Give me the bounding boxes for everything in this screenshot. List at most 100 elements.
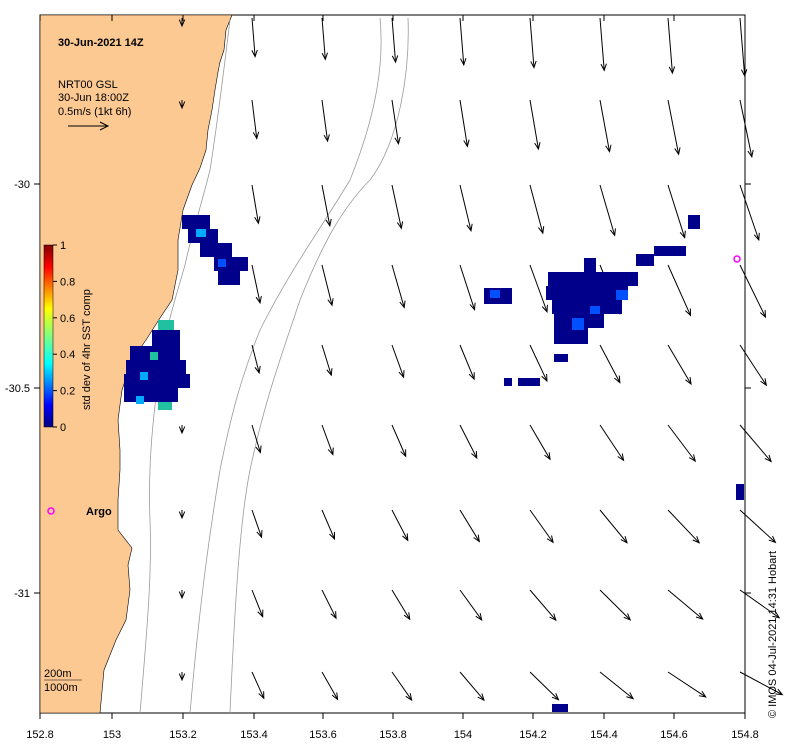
- current-arrow: [391, 99, 401, 146]
- current-arrow: [599, 509, 628, 544]
- current-arrow: [391, 424, 407, 458]
- current-arrow: [459, 184, 473, 232]
- argo-marker: [733, 255, 741, 263]
- current-arrow: [178, 425, 186, 435]
- x-tick-label: 154.2: [519, 729, 547, 741]
- x-axis: 152.8 153 153.2 153.4 153.6 153.8 154 154.2 154.…: [26, 15, 759, 741]
- current-arrow: [178, 590, 186, 600]
- current-arrow: [391, 509, 409, 542]
- x-tick-label: 153.2: [169, 729, 197, 741]
- current-arrow: [178, 510, 186, 520]
- current-arrow: [459, 589, 483, 622]
- sst-pixel: [140, 372, 148, 380]
- y-axis: -30 -30.5 -31: [5, 179, 751, 600]
- sst-pixel: [124, 374, 190, 388]
- map-title: 30-Jun-2021 14Z: [58, 37, 144, 49]
- current-arrow: [739, 184, 760, 242]
- current-arrow: [667, 671, 707, 698]
- current-arrow: [459, 17, 467, 67]
- x-tick-label: 154.4: [590, 729, 618, 741]
- current-arrow: [391, 264, 406, 309]
- current-arrow: [599, 589, 632, 621]
- current-arrow: [599, 17, 607, 72]
- x-tick-label: 154.6: [660, 729, 688, 741]
- colorbar-tick-label: 0.8: [60, 276, 75, 288]
- current-arrow: [459, 99, 470, 148]
- colorbar-tick-label: 0: [60, 422, 66, 434]
- x-tick-label: 153: [103, 729, 121, 741]
- legend-line3: 0.5m/s (1kt 6h): [58, 106, 131, 118]
- sst-pixel: [158, 320, 174, 330]
- sst-pixel: [736, 484, 744, 500]
- sst-pixel: [136, 396, 144, 404]
- current-arrow: [251, 589, 264, 618]
- sst-pixel: [552, 704, 568, 712]
- current-arrow: [321, 264, 334, 307]
- legend-scale-arrow: [68, 121, 110, 131]
- current-arrow: [529, 344, 548, 383]
- current-arrow: [667, 99, 681, 156]
- current-vectors: [178, 17, 784, 702]
- current-arrow: [739, 671, 784, 696]
- current-arrow: [459, 344, 475, 381]
- sst-pixel: [572, 318, 584, 330]
- sst-pixel: [182, 215, 210, 229]
- current-arrow: [251, 344, 261, 375]
- current-arrow: [529, 509, 554, 544]
- current-arrow: [667, 344, 692, 386]
- sst-pixel: [150, 352, 158, 360]
- current-arrow: [391, 671, 413, 702]
- current-arrow: [599, 344, 621, 384]
- colorbar-label: std dev of 4hr SST comp: [81, 289, 93, 410]
- sst-pixel: [616, 290, 628, 300]
- current-arrow: [459, 264, 476, 311]
- current-arrow: [251, 264, 262, 305]
- sst-pixel: [654, 246, 686, 256]
- current-arrow: [321, 509, 336, 541]
- current-arrow: [529, 17, 537, 69]
- current-arrow: [739, 344, 768, 387]
- contour-label-1000m: 1000m: [44, 682, 78, 694]
- current-arrow: [391, 344, 405, 379]
- sst-pixel: [590, 306, 600, 314]
- current-arrow: [529, 99, 541, 151]
- current-arrow: [321, 589, 337, 620]
- sst-pixel: [554, 328, 588, 344]
- x-tick-label: 154.8: [731, 729, 759, 741]
- x-tick-label: 153.8: [379, 729, 407, 741]
- current-arrow: [599, 424, 625, 462]
- current-arrow: [251, 99, 260, 140]
- current-arrow: [739, 99, 754, 159]
- argo-float-markers: [47, 255, 741, 515]
- current-arrow: [529, 184, 545, 235]
- current-arrow: [739, 264, 767, 319]
- current-arrow: [667, 264, 692, 317]
- current-arrow: [251, 184, 261, 225]
- current-arrow: [529, 264, 548, 313]
- current-arrow: [251, 671, 265, 700]
- current-arrow: [178, 18, 186, 28]
- current-arrow: [667, 184, 686, 239]
- current-arrow: [529, 589, 557, 622]
- current-arrow: [251, 424, 262, 454]
- current-arrow: [321, 184, 332, 228]
- colorbar: [43, 244, 54, 428]
- current-arrow: [739, 589, 781, 619]
- current-arrow: [529, 671, 560, 701]
- x-tick-label: 154: [454, 729, 472, 741]
- coastline-land: [39, 14, 233, 714]
- legend-line1: NRT00 GSL: [58, 79, 118, 91]
- current-arrow: [599, 99, 612, 153]
- colorbar-tick-label: 0.6: [60, 313, 75, 325]
- x-tick-label: 153.4: [240, 729, 268, 741]
- current-arrow: [321, 17, 328, 61]
- current-arrow: [321, 424, 334, 456]
- current-arrow: [739, 424, 772, 463]
- current-arrow: [667, 509, 701, 544]
- contour-label-200m: 200m: [44, 668, 72, 680]
- sst-pixel: [126, 360, 186, 374]
- sst-pixel: [152, 330, 180, 346]
- current-arrow: [459, 509, 480, 543]
- current-arrow: [321, 671, 339, 701]
